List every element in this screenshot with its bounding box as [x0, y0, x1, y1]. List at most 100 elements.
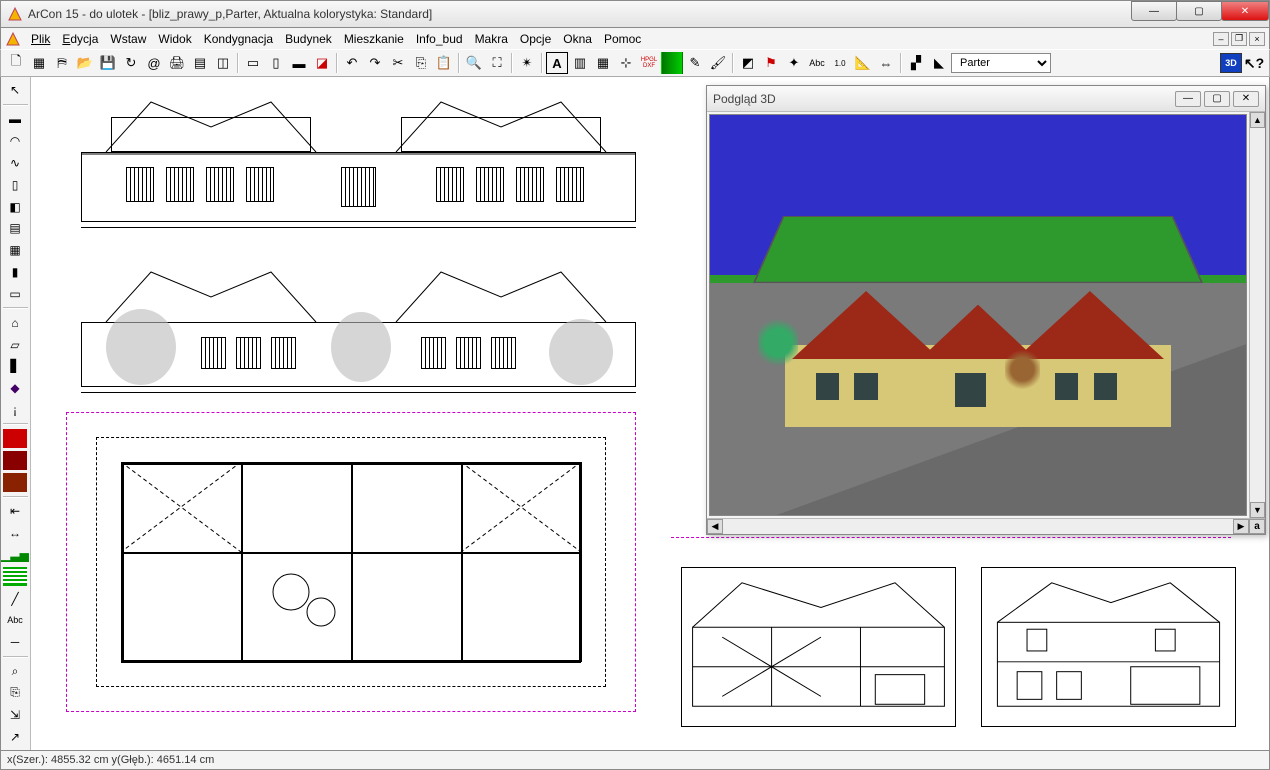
- print-icon[interactable]: 🖨: [166, 52, 188, 74]
- export-icon[interactable]: ◫: [212, 52, 234, 74]
- abc-tool-icon[interactable]: Abc: [3, 611, 27, 630]
- select-tool-icon[interactable]: ↖: [3, 81, 27, 100]
- menu-pomoc[interactable]: Pomoc: [598, 30, 647, 48]
- layer-color-icon[interactable]: ◪: [311, 52, 333, 74]
- scroll-corner-icon[interactable]: a: [1249, 519, 1265, 534]
- new-icon[interactable]: 🗋: [5, 52, 27, 74]
- preview-close[interactable]: ✕: [1233, 91, 1259, 107]
- menu-mieszkanie[interactable]: Mieszkanie: [338, 30, 410, 48]
- render-icon[interactable]: [661, 52, 683, 74]
- preview-hscroll[interactable]: ◀ ▶ a: [707, 518, 1265, 534]
- survey-icon[interactable]: ⛿: [51, 52, 73, 74]
- mdi-restore[interactable]: ❐: [1231, 32, 1247, 46]
- mdi-minimize[interactable]: –: [1213, 32, 1229, 46]
- zoom-icon[interactable]: 🔍: [463, 52, 485, 74]
- fill-dred-icon[interactable]: [3, 451, 27, 470]
- scroll-right-icon[interactable]: ▶: [1233, 519, 1249, 534]
- drawing-canvas[interactable]: Podgląd 3D — ▢ ✕: [31, 77, 1269, 750]
- template-icon[interactable]: ▦: [28, 52, 50, 74]
- help-icon[interactable]: ↖?: [1243, 52, 1265, 74]
- preview-minimize[interactable]: —: [1175, 91, 1201, 107]
- floor-select[interactable]: Parter: [951, 53, 1051, 73]
- snap-icon[interactable]: ⊹: [615, 52, 637, 74]
- undo-icon[interactable]: ↶: [341, 52, 363, 74]
- brush-icon[interactable]: 🖌: [707, 52, 729, 74]
- menu-wstaw[interactable]: Wstaw: [104, 30, 152, 48]
- dim-icon[interactable]: ⇔: [875, 52, 897, 74]
- grid-icon[interactable]: ▦: [592, 52, 614, 74]
- mdi-close[interactable]: ×: [1249, 32, 1265, 46]
- preview-viewport[interactable]: [709, 114, 1247, 516]
- line-tool-icon[interactable]: ╱: [3, 589, 27, 608]
- layer3-icon[interactable]: ▬: [288, 52, 310, 74]
- compass-icon[interactable]: ✴: [516, 52, 538, 74]
- preview-3d-window[interactable]: Podgląd 3D — ▢ ✕: [706, 85, 1266, 535]
- freehand-tool-icon[interactable]: ∿: [3, 153, 27, 172]
- grid-tool-icon[interactable]: ▦: [3, 241, 27, 260]
- info-tool-icon[interactable]: ¡: [3, 401, 27, 420]
- paste-icon[interactable]: 📋: [433, 52, 455, 74]
- dim2-tool-icon[interactable]: ↔: [3, 524, 27, 543]
- menu-plik[interactable]: Plik: [25, 30, 56, 48]
- measure-icon[interactable]: 📐: [852, 52, 874, 74]
- hpgl-icon[interactable]: HPGLDXF: [638, 52, 660, 74]
- fill-red-icon[interactable]: [3, 429, 27, 448]
- menu-makra[interactable]: Makra: [469, 30, 514, 48]
- zoom-fit-icon[interactable]: ⛶: [486, 52, 508, 74]
- menu-opcje[interactable]: Opcje: [514, 30, 557, 48]
- stairs-tool-icon[interactable]: ▤: [3, 219, 27, 238]
- chimney-tool-icon[interactable]: ▋: [3, 357, 27, 376]
- maximize-button[interactable]: ▢: [1176, 1, 1222, 21]
- hatch-green-icon[interactable]: [3, 567, 27, 586]
- flag-icon[interactable]: ⚑: [760, 52, 782, 74]
- copy-tool-icon[interactable]: ⎘: [3, 684, 27, 703]
- beam-tool-icon[interactable]: ▭: [3, 284, 27, 303]
- view4-icon[interactable]: ▞: [905, 52, 927, 74]
- wall-tool-icon[interactable]: ▬: [3, 110, 27, 129]
- preview-vscroll[interactable]: ▲ ▼: [1249, 112, 1265, 518]
- solid-tool-icon[interactable]: ◆: [3, 379, 27, 398]
- pencil-icon[interactable]: ✎: [684, 52, 706, 74]
- gallery-icon[interactable]: ▤: [189, 52, 211, 74]
- column-tool-icon[interactable]: ▮: [3, 263, 27, 282]
- menu-edycja[interactable]: Edycja: [56, 30, 104, 48]
- menu-widok[interactable]: Widok: [152, 30, 197, 48]
- scroll-left-icon[interactable]: ◀: [707, 519, 723, 534]
- minimize-button[interactable]: —: [1131, 1, 1177, 21]
- cut-icon[interactable]: ✂: [387, 52, 409, 74]
- preview-maximize[interactable]: ▢: [1204, 91, 1230, 107]
- arc-tool-icon[interactable]: ◠: [3, 132, 27, 151]
- ruler-icon[interactable]: ▥: [569, 52, 591, 74]
- dim-tool-icon[interactable]: ⇤: [3, 502, 27, 521]
- arrow2-tool-icon[interactable]: ↗: [3, 727, 27, 746]
- save-icon[interactable]: 💾: [97, 52, 119, 74]
- move-tool-icon[interactable]: ⇲: [3, 705, 27, 724]
- menu-budynek[interactable]: Budynek: [279, 30, 338, 48]
- menu-infobud[interactable]: Info_bud: [410, 30, 469, 48]
- redo-icon[interactable]: ↷: [364, 52, 386, 74]
- open-icon[interactable]: 📂: [74, 52, 96, 74]
- menu-okna[interactable]: Okna: [557, 30, 598, 48]
- layer1-icon[interactable]: ▭: [242, 52, 264, 74]
- roof-tool-icon[interactable]: ⌂: [3, 313, 27, 332]
- perspective-icon[interactable]: ◣: [928, 52, 950, 74]
- eyedrop-tool-icon[interactable]: ⌕: [3, 662, 27, 681]
- section-icon[interactable]: ◩: [737, 52, 759, 74]
- chart-tool-icon[interactable]: ▁▃▅: [3, 546, 27, 565]
- line2-tool-icon[interactable]: ─: [3, 633, 27, 652]
- scale-icon[interactable]: 1.0: [829, 52, 851, 74]
- close-button[interactable]: ✕: [1221, 1, 1269, 21]
- door-tool-icon[interactable]: ◧: [3, 197, 27, 216]
- menu-kondygnacja[interactable]: Kondygnacja: [198, 30, 279, 48]
- preview-titlebar[interactable]: Podgląd 3D — ▢ ✕: [707, 86, 1265, 112]
- scroll-down-icon[interactable]: ▼: [1250, 502, 1265, 518]
- text-icon[interactable]: A: [546, 52, 568, 74]
- layer2-icon[interactable]: ▯: [265, 52, 287, 74]
- copy-icon[interactable]: ⎘: [410, 52, 432, 74]
- mode-3d-button[interactable]: 3D: [1220, 53, 1242, 73]
- email-icon[interactable]: @: [143, 52, 165, 74]
- wand-icon[interactable]: ✦: [783, 52, 805, 74]
- dormer-tool-icon[interactable]: ▱: [3, 335, 27, 354]
- scroll-up-icon[interactable]: ▲: [1250, 112, 1265, 128]
- abc-icon[interactable]: Abc: [806, 52, 828, 74]
